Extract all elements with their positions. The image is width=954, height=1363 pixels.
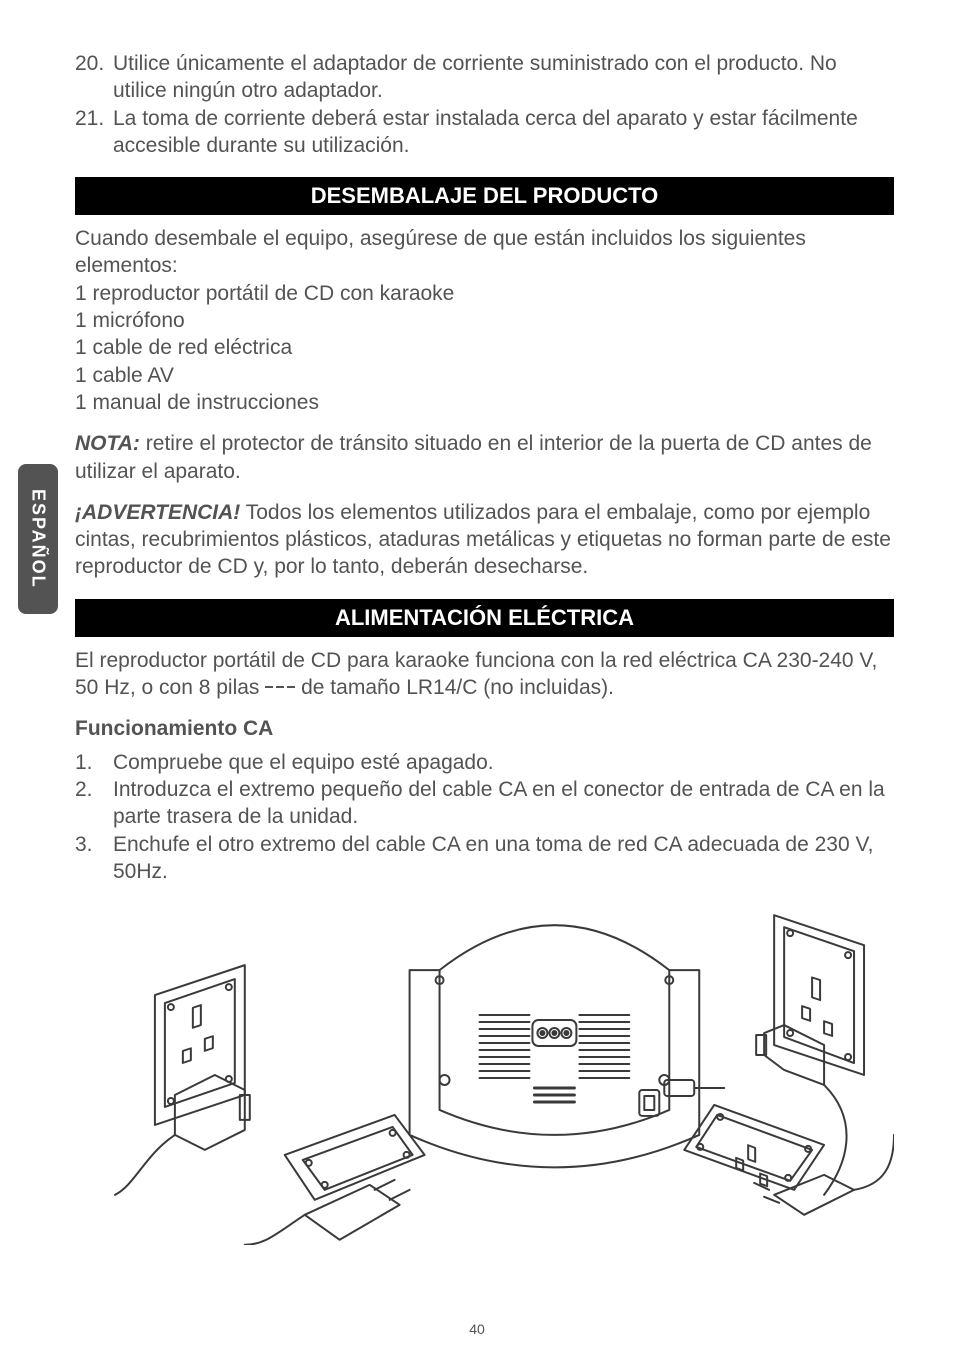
note-text: retire el protector de tránsito situado … bbox=[75, 432, 872, 482]
section-header-unpacking: DESEMBALAJE DEL PRODUCTO bbox=[75, 177, 894, 215]
list-text: Introduzca el extremo pequeño del cable … bbox=[113, 776, 894, 831]
package-contents: 1 reproductor portátil de CD con karaoke… bbox=[75, 280, 894, 416]
list-number: 21. bbox=[75, 105, 113, 160]
top-instruction-list: 20. Utilice únicamente el adaptador de c… bbox=[75, 50, 894, 159]
section-header-power: ALIMENTACIÓN ELÉCTRICA bbox=[75, 599, 894, 637]
language-tab: ESPAÑOL bbox=[18, 464, 58, 614]
list-item: 1 cable de red eléctrica bbox=[75, 334, 894, 361]
list-number: 1. bbox=[75, 749, 113, 776]
note-label: NOTA: bbox=[75, 432, 140, 455]
list-number: 2. bbox=[75, 776, 113, 831]
unpack-intro: Cuando desembale el equipo, asegúrese de… bbox=[75, 225, 894, 280]
warning-label: ¡ADVERTENCIA! bbox=[75, 501, 240, 524]
list-item: 1. Compruebe que el equipo esté apagado. bbox=[75, 749, 894, 776]
list-item: 1 reproductor portátil de CD con karaoke bbox=[75, 280, 894, 307]
list-item: 2. Introduzca el extremo pequeño del cab… bbox=[75, 776, 894, 831]
product-illustration bbox=[75, 885, 894, 1245]
note-paragraph: NOTA: retire el protector de tránsito si… bbox=[75, 430, 894, 485]
list-item: 21. La toma de corriente deberá estar in… bbox=[75, 105, 894, 160]
list-number: 3. bbox=[75, 831, 113, 886]
dc-symbol-icon bbox=[265, 686, 295, 688]
list-text: La toma de corriente deberá estar instal… bbox=[113, 105, 894, 160]
language-label: ESPAÑOL bbox=[28, 489, 49, 589]
list-item: 3. Enchufe el otro extremo del cable CA … bbox=[75, 831, 894, 886]
list-text: Utilice únicamente el adaptador de corri… bbox=[113, 50, 894, 105]
list-item: 1 cable AV bbox=[75, 362, 894, 389]
list-number: 20. bbox=[75, 50, 113, 105]
ac-steps: 1. Compruebe que el equipo esté apagado.… bbox=[75, 749, 894, 885]
list-text: Compruebe que el equipo esté apagado. bbox=[113, 749, 894, 776]
list-text: Enchufe el otro extremo del cable CA en … bbox=[113, 831, 894, 886]
page-number: 40 bbox=[0, 1321, 954, 1337]
subheading-ac: Funcionamiento CA bbox=[75, 715, 894, 742]
list-item: 1 manual de instrucciones bbox=[75, 389, 894, 416]
power-intro-after: de tamaño LR14/C (no incluidas). bbox=[295, 676, 614, 699]
list-item: 20. Utilice únicamente el adaptador de c… bbox=[75, 50, 894, 105]
warning-paragraph: ¡ADVERTENCIA! Todos los elementos utiliz… bbox=[75, 499, 894, 581]
list-item: 1 micrófono bbox=[75, 307, 894, 334]
power-intro: El reproductor portátil de CD para karao… bbox=[75, 647, 894, 702]
